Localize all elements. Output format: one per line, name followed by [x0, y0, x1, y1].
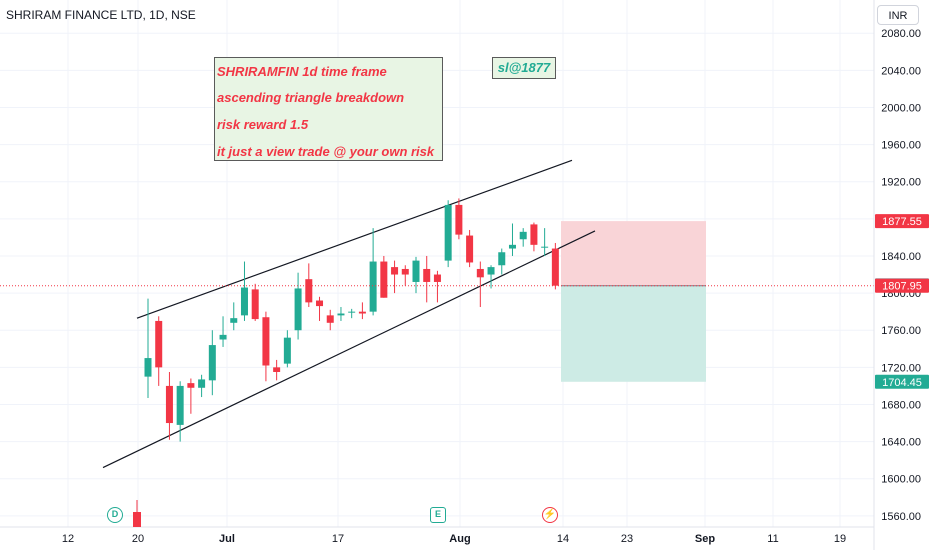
volume-bar	[133, 512, 141, 527]
time-tick-label: Sep	[695, 533, 715, 545]
candle-body	[230, 318, 238, 323]
annotation-line-4: it just a view trade @ your own risk	[217, 144, 435, 159]
split-event-icon[interactable]: ⚡	[542, 507, 558, 523]
price-tick-label: 1640.00	[881, 437, 921, 449]
time-tick-label: Aug	[449, 533, 470, 545]
candle-body	[530, 224, 538, 245]
price-tick-label: 1920.00	[881, 177, 921, 189]
candle-body	[369, 261, 377, 312]
candle-body	[208, 345, 216, 381]
time-tick-label: 20	[132, 533, 144, 545]
annotation-line-2: ascending triangle breakdown	[217, 90, 405, 105]
resistance-trendline	[136, 159, 573, 319]
candle-body	[337, 313, 345, 316]
candle-body	[455, 204, 463, 235]
candle-body	[348, 311, 356, 313]
price-tick-label: 2040.00	[881, 65, 921, 77]
candle-body	[326, 315, 334, 323]
candle-body	[519, 231, 527, 240]
stop-loss-note[interactable]: sl@1877	[492, 57, 556, 79]
candlesticks	[144, 198, 559, 442]
trendlines	[102, 159, 596, 469]
candle-body	[273, 367, 281, 372]
price-marker-bg	[875, 374, 929, 389]
candle-body	[283, 337, 291, 364]
candle-body	[423, 268, 431, 282]
target-zone	[561, 285, 706, 382]
support-trendline	[102, 230, 596, 469]
annotation-line-3: risk reward 1.5	[217, 117, 309, 132]
price-marker-text: 1877.55	[882, 216, 922, 228]
price-tick-label: 1720.00	[881, 362, 921, 374]
annotation-box[interactable]: SHRIRAMFIN 1d time frame ascending trian…	[214, 57, 443, 161]
candle-body	[444, 204, 452, 261]
candle-body	[294, 288, 302, 331]
time-tick-label: 11	[767, 533, 778, 545]
candle-body	[305, 279, 313, 303]
candle-body	[433, 274, 441, 282]
candle-body	[176, 385, 184, 425]
price-tick-label: 2080.00	[881, 28, 921, 40]
time-tick-label: 17	[332, 533, 344, 545]
price-marker-text: 1807.95	[882, 281, 922, 293]
dividend-event-icon[interactable]: D	[107, 507, 123, 523]
candle-body	[155, 320, 163, 368]
price-tick-label: 2000.00	[881, 102, 921, 114]
candle-body	[144, 358, 152, 377]
symbol-title[interactable]: SHRIRAM FINANCE LTD, 1D, NSE	[6, 8, 196, 22]
risk-reward-position	[561, 221, 706, 382]
time-axis: 12 20 Jul 17 Aug 14 23 Sep 11 19	[62, 533, 846, 545]
candle-body	[262, 317, 270, 366]
price-tick-label: 1560.00	[881, 511, 921, 523]
candle-body	[251, 289, 259, 320]
candle-body	[487, 267, 495, 275]
currency-button[interactable]: INR	[877, 5, 919, 25]
time-tick-label: 12	[62, 533, 74, 545]
annotation-line-1: SHRIRAMFIN 1d time frame	[217, 64, 387, 79]
time-tick-label: 19	[834, 533, 846, 545]
candle-body	[165, 385, 173, 424]
candle-body	[391, 267, 399, 275]
candle-body	[316, 300, 324, 307]
candle-body	[412, 260, 420, 282]
candle-body	[498, 252, 506, 266]
candle-body	[508, 244, 516, 249]
stop-loss-zone	[561, 221, 706, 286]
candle-body	[240, 287, 248, 316]
entry-price-label: 1807.95	[875, 278, 929, 293]
candle-body	[198, 379, 206, 388]
candle-body	[219, 334, 227, 340]
earnings-event-icon[interactable]: E	[430, 507, 446, 523]
candle-body	[551, 248, 559, 286]
price-tick-label: 1600.00	[881, 474, 921, 486]
candle-body	[476, 268, 484, 278]
price-marker-bg	[875, 214, 929, 229]
candle-body	[466, 235, 474, 263]
price-tick-label: 1960.00	[881, 140, 921, 152]
price-tick-label: 1760.00	[881, 325, 921, 337]
price-axis: 1560.00 1600.00 1640.00 1680.00 1720.00 1760.…	[881, 28, 921, 523]
candle-body	[187, 383, 195, 388]
price-marker-bg	[875, 278, 929, 293]
candle-body	[380, 261, 388, 298]
price-tick-label: 1680.00	[881, 399, 921, 411]
candle-body	[358, 311, 366, 314]
time-tick-label: 14	[557, 533, 569, 545]
time-tick-label: 23	[621, 533, 633, 545]
stop-price-label: 1877.55	[875, 214, 929, 229]
target-price-label: 1704.45	[875, 374, 929, 389]
candle-body	[401, 268, 409, 275]
price-marker-text: 1704.45	[882, 377, 922, 389]
candle-body	[541, 246, 549, 248]
time-tick-label: Jul	[219, 533, 235, 545]
price-tick-label: 1840.00	[881, 251, 921, 263]
